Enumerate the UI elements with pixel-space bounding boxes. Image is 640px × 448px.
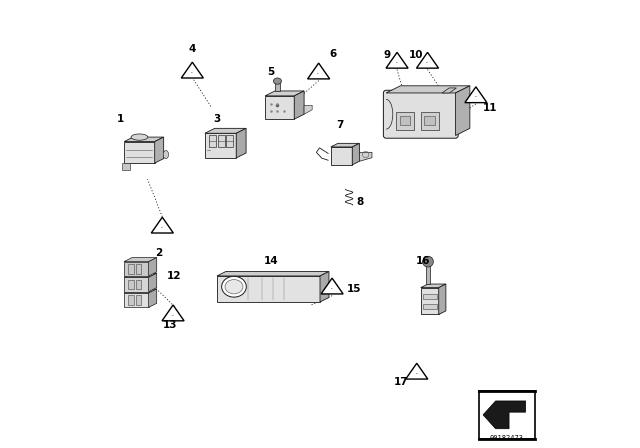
Text: 10: 10 [409, 50, 424, 60]
Text: 87Ω: 87Ω [191, 72, 194, 73]
Polygon shape [217, 276, 320, 302]
Polygon shape [465, 87, 487, 103]
Polygon shape [265, 96, 294, 119]
Polygon shape [124, 289, 157, 293]
Ellipse shape [273, 78, 282, 84]
Text: 87Ω: 87Ω [426, 62, 429, 63]
Text: 17: 17 [394, 377, 408, 387]
Polygon shape [417, 52, 438, 68]
Bar [136, 295, 141, 305]
Text: 87Ω: 87Ω [396, 62, 398, 63]
Polygon shape [442, 88, 456, 93]
Text: 7: 7 [337, 121, 344, 130]
Polygon shape [456, 86, 470, 135]
Text: 87Ω: 87Ω [172, 314, 174, 316]
Text: 00182473: 00182473 [490, 435, 524, 441]
Bar [479, 391, 534, 439]
Bar [209, 135, 216, 147]
Polygon shape [205, 128, 246, 134]
Text: 15: 15 [346, 284, 361, 294]
Text: 3: 3 [213, 114, 221, 124]
Circle shape [422, 256, 433, 267]
Polygon shape [294, 91, 304, 119]
Polygon shape [304, 105, 312, 114]
Polygon shape [421, 284, 446, 288]
Text: 5: 5 [267, 67, 275, 77]
Bar [422, 304, 437, 309]
Polygon shape [265, 91, 304, 96]
Bar [424, 116, 435, 125]
Text: 8: 8 [356, 198, 364, 207]
Polygon shape [155, 137, 164, 163]
Polygon shape [331, 143, 360, 147]
Bar [128, 280, 134, 289]
Ellipse shape [225, 280, 243, 294]
Ellipse shape [163, 151, 168, 159]
Polygon shape [308, 63, 330, 79]
Text: 4: 4 [189, 44, 196, 54]
Polygon shape [236, 128, 246, 158]
Text: 9: 9 [383, 50, 391, 60]
Polygon shape [124, 293, 148, 307]
Polygon shape [148, 273, 157, 292]
Polygon shape [483, 401, 525, 429]
Text: 87Ω: 87Ω [415, 373, 418, 374]
Polygon shape [406, 363, 428, 379]
Polygon shape [386, 52, 408, 68]
Polygon shape [321, 278, 343, 294]
Text: 14: 14 [264, 256, 278, 266]
Text: 12: 12 [167, 271, 182, 280]
Text: 87Ω: 87Ω [317, 73, 320, 74]
Bar [226, 135, 233, 147]
Text: 2: 2 [155, 248, 163, 258]
Bar [396, 112, 414, 130]
Text: 87Ω: 87Ω [161, 227, 164, 228]
Bar [128, 295, 134, 305]
Polygon shape [421, 288, 439, 314]
Polygon shape [151, 217, 173, 233]
Bar [136, 264, 141, 274]
Bar [218, 135, 225, 147]
Bar [128, 264, 134, 274]
Polygon shape [352, 143, 360, 165]
Text: 6: 6 [330, 49, 337, 59]
Bar [136, 280, 141, 289]
Polygon shape [148, 289, 157, 307]
Bar [400, 116, 410, 125]
Polygon shape [205, 134, 236, 158]
Polygon shape [124, 273, 157, 277]
Polygon shape [331, 147, 352, 165]
Polygon shape [124, 262, 148, 276]
Text: 87Ω: 87Ω [475, 96, 477, 98]
Text: 87Ω: 87Ω [331, 288, 333, 289]
Polygon shape [162, 305, 184, 321]
Polygon shape [386, 86, 470, 93]
Ellipse shape [221, 276, 246, 297]
Polygon shape [181, 62, 204, 78]
Text: 1: 1 [117, 114, 124, 124]
Polygon shape [124, 142, 155, 163]
Polygon shape [124, 258, 157, 262]
Polygon shape [320, 271, 329, 302]
Text: 13: 13 [163, 320, 177, 330]
Bar [421, 112, 439, 130]
Text: 16: 16 [416, 256, 430, 266]
Bar [122, 163, 130, 170]
Bar [426, 262, 430, 284]
Ellipse shape [131, 134, 148, 140]
Bar [275, 81, 280, 91]
Polygon shape [124, 277, 148, 292]
FancyBboxPatch shape [383, 90, 458, 138]
Bar [422, 294, 437, 299]
Polygon shape [360, 152, 372, 161]
Polygon shape [217, 271, 329, 276]
Polygon shape [439, 284, 446, 314]
Polygon shape [124, 137, 164, 142]
Polygon shape [148, 258, 157, 276]
Text: 11: 11 [483, 103, 497, 113]
